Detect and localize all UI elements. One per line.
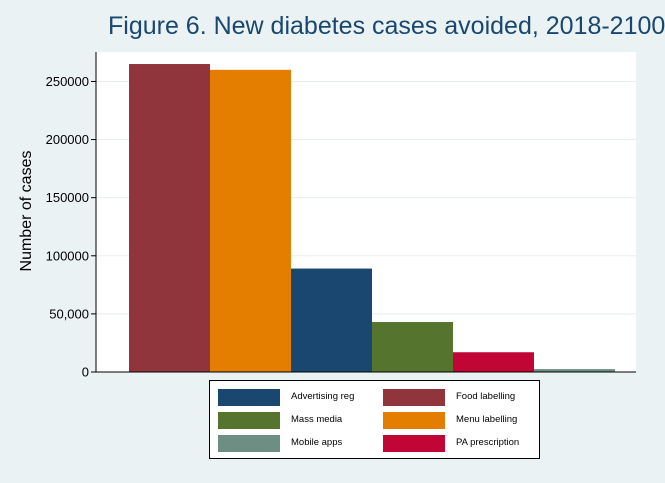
legend-swatch bbox=[383, 435, 445, 452]
y-tick-label: 150000 bbox=[46, 190, 89, 205]
y-tick-label: 100000 bbox=[46, 248, 89, 263]
legend-label: Menu labelling bbox=[456, 414, 518, 425]
bar-menu-labelling bbox=[210, 69, 291, 372]
legend-swatch bbox=[383, 389, 445, 406]
chart-title: Figure 6. New diabetes cases avoided, 20… bbox=[108, 12, 665, 40]
legend: Advertising reg Food labelling Mass media M… bbox=[209, 380, 540, 459]
bar-food-labelling bbox=[129, 64, 210, 372]
legend-label: PA prescription bbox=[456, 437, 520, 448]
legend-label: Advertising reg bbox=[291, 391, 355, 402]
legend-swatch bbox=[218, 412, 280, 429]
y-tick-label: 50,000 bbox=[49, 306, 89, 321]
y-tick-label: 200000 bbox=[46, 132, 89, 147]
y-tick-label: 0 bbox=[82, 365, 89, 380]
legend-swatch bbox=[218, 435, 280, 452]
legend-label: Food labelling bbox=[456, 391, 516, 402]
bar-advertising-reg bbox=[291, 268, 372, 372]
legend-swatch bbox=[218, 389, 280, 406]
legend-label: Mobile apps bbox=[291, 437, 343, 448]
y-tick-label: 250000 bbox=[46, 74, 89, 89]
bar-mass-media bbox=[372, 322, 453, 372]
bar-pa-prescription bbox=[453, 352, 534, 372]
legend-swatch bbox=[383, 412, 445, 429]
bar-mobile-apps bbox=[534, 369, 615, 372]
legend-label: Mass media bbox=[291, 414, 343, 425]
